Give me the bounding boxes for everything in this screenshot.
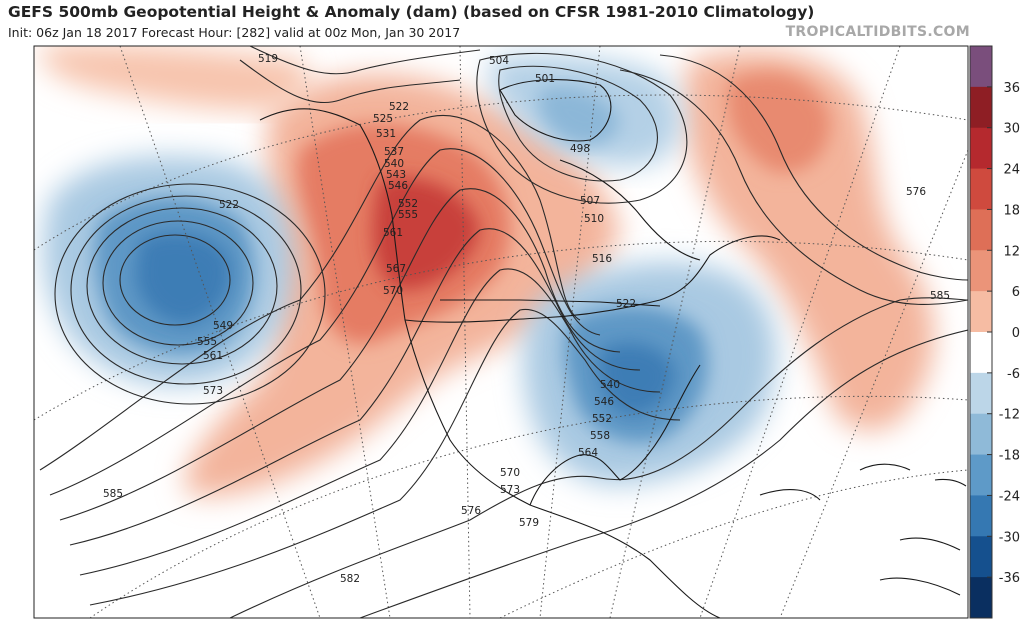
colorbar-swatch <box>970 291 992 333</box>
contour-label: 510 <box>584 213 604 225</box>
colorbar-tick-label: -12 <box>999 408 1020 423</box>
colorbar-swatch <box>970 46 992 88</box>
colorbar-swatch <box>970 209 992 251</box>
contour-label: 540 <box>600 379 620 391</box>
contour-label: 525 <box>373 113 393 125</box>
contour-label: 570 <box>500 467 520 479</box>
contour-label: 540 <box>384 158 404 170</box>
contour-label: 531 <box>376 128 396 140</box>
contour-label: 516 <box>592 253 612 265</box>
brand-watermark: TROPICALTIDBITS.COM <box>785 24 970 40</box>
negative-anomaly-regions <box>43 54 777 485</box>
colorbar-swatch <box>970 454 992 496</box>
coastlines <box>259 79 967 618</box>
colorbar-tick-label: -18 <box>999 449 1020 464</box>
contour-label: 522 <box>219 199 239 211</box>
contour-label: 555 <box>197 336 217 348</box>
colorbar-swatch <box>970 86 992 129</box>
colorbar-swatch <box>970 127 992 170</box>
contour-label: 585 <box>930 290 950 302</box>
chart-title: GEFS 500mb Geopotential Height & Anomaly… <box>8 3 815 21</box>
colorbar-tick-label: 18 <box>1003 203 1020 218</box>
contour-label: 549 <box>213 320 233 332</box>
contour-label: 573 <box>203 385 223 397</box>
colorbar-swatch <box>970 536 992 578</box>
contour-label: 561 <box>203 350 223 362</box>
contour-label: 552 <box>398 198 418 210</box>
colorbar-tick-label: -24 <box>999 489 1020 504</box>
chart-subtitle: Init: 06z Jan 18 2017 Forecast Hour: [28… <box>8 25 461 40</box>
contour-label: 507 <box>580 195 600 207</box>
contour-label: 552 <box>592 413 612 425</box>
contour-label: 561 <box>383 227 403 239</box>
contour-label: 519 <box>258 53 278 65</box>
colorbar-tick-label: 24 <box>1003 163 1020 178</box>
contour-label: 501 <box>535 73 555 85</box>
colorbar-swatch <box>970 168 992 210</box>
contour-label: 555 <box>398 209 418 221</box>
contour-label: 576 <box>461 505 481 517</box>
contour-label: 546 <box>594 396 614 408</box>
graticule <box>34 46 968 618</box>
colorbar-tick-label: 30 <box>1003 122 1020 137</box>
contour-label: 546 <box>388 180 408 192</box>
contour-label: 498 <box>570 143 590 155</box>
colorbar-tick-label: 36 <box>1003 81 1020 96</box>
contour-label: 582 <box>340 573 360 585</box>
colorbar-swatch <box>970 332 992 374</box>
contour-label: 522 <box>389 101 409 113</box>
contour-label: 558 <box>590 430 610 442</box>
colorbar-tick-label: -36 <box>999 571 1020 586</box>
contour-label: 585 <box>103 488 123 500</box>
colorbar-swatch <box>970 250 992 292</box>
colorbar-tick-label: -6 <box>1007 367 1020 382</box>
contour-label: 576 <box>906 186 926 198</box>
map-frame <box>33 45 969 619</box>
colorbar-tick-label: 0 <box>1012 326 1020 341</box>
contour-label: 570 <box>383 285 403 297</box>
colorbar-tick-label: 6 <box>1012 285 1020 300</box>
height-contours <box>39 46 968 618</box>
colorbar-tick-label: 12 <box>1003 244 1020 259</box>
contour-label: 537 <box>384 146 404 158</box>
contour-label: 522 <box>616 298 636 310</box>
colorbar-swatch <box>970 577 992 619</box>
contour-label: 543 <box>386 169 406 181</box>
contour-label: 567 <box>386 263 406 275</box>
contour-labels: 519 504 501 498 522 525 531 537 540 543 … <box>103 53 950 585</box>
contour-label: 564 <box>578 447 598 459</box>
contour-label: 579 <box>519 517 539 529</box>
contour-label: 504 <box>489 55 509 67</box>
colorbar-swatch <box>970 495 992 537</box>
contour-label: 573 <box>500 484 520 496</box>
colorbar-swatch <box>970 413 992 456</box>
colorbar-swatch <box>970 372 992 415</box>
colorbar-tick-label: -30 <box>999 530 1020 545</box>
